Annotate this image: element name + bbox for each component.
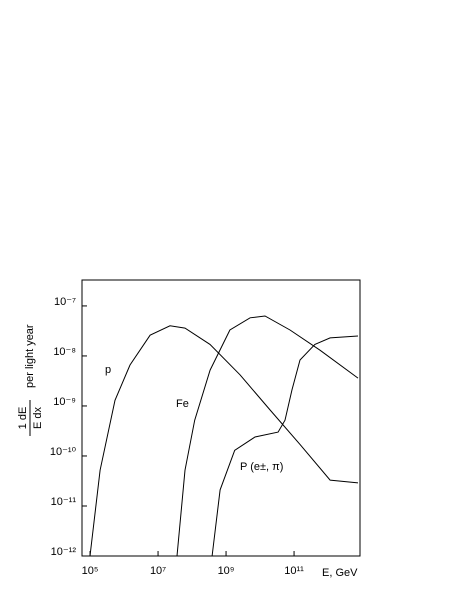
x-axis-label: E, GeV — [322, 567, 358, 579]
y-tick-label: 10⁻¹² — [51, 546, 77, 558]
curve-label: Fe — [176, 398, 189, 410]
plot-frame — [81, 279, 361, 557]
curve — [89, 325, 359, 557]
y-tick-label: 10⁻¹¹ — [51, 496, 77, 508]
y-tick-label: 10⁻¹⁰ — [50, 446, 77, 458]
x-tick-label: 10⁵ — [82, 565, 99, 577]
x-tick-label: 10⁷ — [150, 565, 166, 577]
curve — [211, 335, 359, 557]
x-tick-label: 10¹¹ — [284, 565, 304, 577]
x-tick-label: 10⁹ — [218, 565, 235, 577]
curve-label: p — [105, 364, 111, 376]
curve — [176, 315, 359, 557]
y-label-denominator: E dx — [32, 406, 44, 429]
y-tick-label: 10⁻⁸ — [53, 346, 76, 358]
y-tick-label: 10⁻⁹ — [53, 396, 76, 408]
y-axis-label-group: 1 dE E dx per light year — [17, 324, 44, 436]
y-tick-label: 10⁻⁷ — [54, 296, 76, 308]
y-axis-label: per light year — [24, 324, 36, 388]
y-label-numerator: 1 dE — [17, 407, 29, 430]
curve-label: P (e±, π) — [240, 461, 283, 473]
